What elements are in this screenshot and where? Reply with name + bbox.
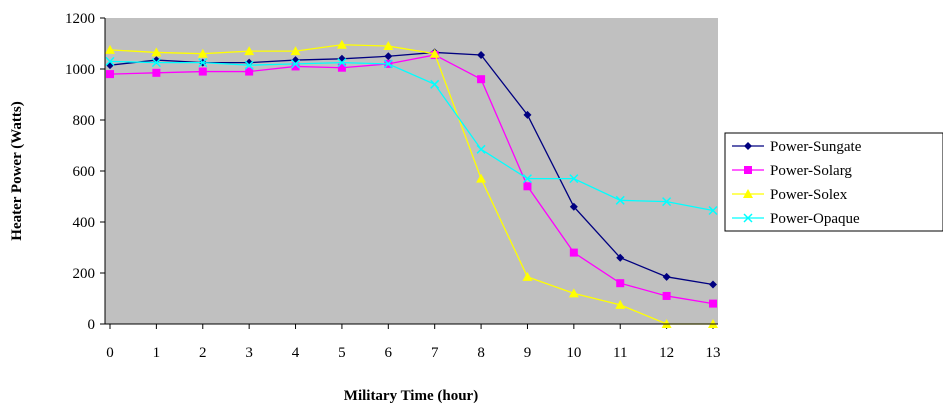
series-layer [105,39,718,328]
x-tick-label: 3 [245,345,253,361]
data-point-power-solex [615,299,626,309]
legend-item-power-solarg: Power-Solarg [732,163,852,179]
data-point-power-solex [429,48,440,58]
data-point-power-sungate [662,272,671,281]
data-point-power-opaque [476,144,486,154]
data-point-power-sungate [106,61,114,70]
data-point-power-opaque [151,58,161,68]
data-point-power-solex [476,173,487,183]
y-axis-title: Heater Power (Watts) [9,101,25,240]
data-point-power-solex [244,46,255,56]
legend-label: Power-Opaque [770,211,860,227]
data-point-power-sungate [709,280,717,289]
data-point-power-solarg [198,67,207,76]
x-tick-label: 12 [659,345,674,361]
data-point-power-solex [290,46,301,56]
y-tick-label: 600 [73,164,96,180]
data-point-power-solarg [616,279,625,288]
series-line-power-solarg [109,54,714,305]
legend-item-power-opaque: Power-Opaque [732,211,860,227]
legend-marker [743,189,753,198]
data-point-power-solex [383,41,394,51]
x-axis-title: Military Time (hour) [344,388,478,404]
data-point-power-sungate [477,50,486,59]
data-point-power-opaque [430,79,440,89]
x-tick-label: 6 [385,345,393,361]
x-tick-label: 7 [431,345,439,361]
data-point-power-solex [105,44,115,54]
data-point-power-solarg [709,299,717,308]
x-tick-label: 8 [477,345,485,361]
data-point-power-solarg [569,248,578,257]
y-tick-label: 200 [73,266,96,282]
series-power-solex [105,39,718,328]
legend-marker [743,213,753,223]
legend-marker [744,142,752,150]
data-point-power-opaque [198,58,208,68]
data-point-power-solex [151,47,162,57]
y-tick-label: 1200 [65,11,95,27]
data-point-power-opaque [708,205,718,216]
data-point-power-sungate [523,110,532,119]
plot-area [105,18,718,324]
data-point-power-solex [336,39,347,49]
data-point-power-opaque [383,59,393,69]
data-point-power-opaque [569,174,579,184]
legend-label: Power-Solex [770,187,848,203]
y-axis: 0 200 400 600 800 1000 1200 [65,11,105,333]
legend-marker [744,166,752,174]
data-point-power-solex [197,48,208,58]
legend-label: Power-Sungate [770,139,862,155]
legend: Power-Sungate Power-Solarg Power-Solex Powe… [724,132,943,232]
y-tick-label: 400 [73,215,96,231]
data-point-power-solarg [106,70,114,79]
data-point-power-opaque [615,195,625,205]
x-tick-label: 5 [338,345,346,361]
legend-item-power-solex: Power-Solex [732,187,848,203]
data-point-power-solarg [337,63,346,72]
y-tick-label: 0 [88,317,96,333]
x-tick-label: 11 [613,345,627,361]
data-point-power-opaque [105,56,115,66]
x-tick-label: 2 [199,345,207,361]
x-axis: 0 1 2 3 4 5 6 7 8 9 10 11 12 13 [106,324,721,361]
data-point-power-solarg [477,75,486,84]
data-point-power-solarg [245,67,254,76]
data-point-power-solex [568,288,579,298]
legend-label: Power-Solarg [770,163,852,179]
y-tick-label: 800 [73,113,96,129]
x-tick-label: 13 [706,345,721,361]
data-point-power-opaque [291,59,301,69]
data-point-power-opaque [244,60,254,70]
data-point-power-solex [522,271,533,281]
data-point-power-sungate [616,253,625,262]
data-point-power-solarg [152,68,161,77]
x-tick-label: 9 [524,345,532,361]
data-point-power-opaque [337,58,347,68]
x-tick-label: 0 [106,345,114,361]
y-tick-label: 1000 [65,62,95,78]
data-point-power-opaque [522,174,532,184]
legend-box [724,132,943,232]
data-point-power-sungate [384,52,393,61]
series-line-power-solex [109,44,713,325]
data-point-power-opaque [662,197,672,207]
x-tick-label: 4 [292,345,300,361]
data-point-power-sungate [569,202,578,211]
data-point-power-solarg [291,62,300,71]
series-line-power-opaque [109,60,714,212]
data-point-power-solarg [662,291,671,300]
x-tick-label: 10 [566,345,581,361]
legend-item-power-sungate: Power-Sungate [732,139,862,155]
x-tick-label: 1 [153,345,161,361]
series-power-opaque [105,56,718,216]
data-point-power-solarg [523,182,532,191]
